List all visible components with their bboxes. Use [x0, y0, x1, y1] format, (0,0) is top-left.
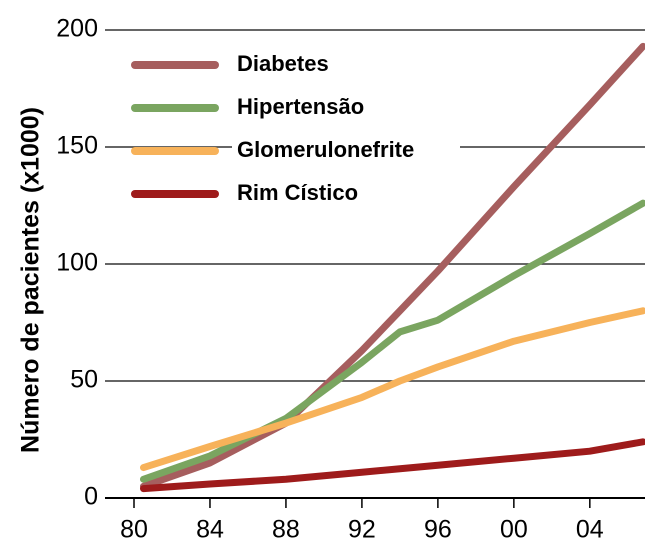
legend-background	[232, 50, 460, 80]
x-tick-label: 92	[348, 516, 376, 544]
y-tick-label: 50	[70, 366, 98, 394]
legend-label: Hipertensão	[237, 94, 364, 119]
data-line	[139, 42, 645, 490]
legend-background	[232, 136, 460, 166]
x-tick-label: 04	[576, 516, 604, 544]
legend-label: Glomerulonefrite	[237, 137, 414, 162]
y-tick-label: 200	[56, 15, 98, 43]
x-tick-label: 96	[424, 516, 452, 544]
y-tick-label: 0	[84, 483, 98, 511]
legend-label: Rim Cístico	[237, 180, 358, 205]
data-line	[139, 438, 645, 493]
y-tick-label: 150	[56, 132, 98, 160]
x-tick-label: 00	[500, 516, 528, 544]
legend-background	[232, 179, 460, 209]
legend-background	[232, 93, 460, 123]
x-tick-label: 88	[272, 516, 300, 544]
x-tick-label: 84	[196, 516, 224, 544]
y-axis-label: Número de pacientes (x1000)	[17, 107, 45, 453]
x-tick-label: 80	[120, 516, 148, 544]
legend-label: Diabetes	[237, 51, 329, 76]
data-line	[139, 307, 645, 472]
data-line	[139, 199, 645, 483]
y-tick-label: 100	[56, 249, 98, 277]
